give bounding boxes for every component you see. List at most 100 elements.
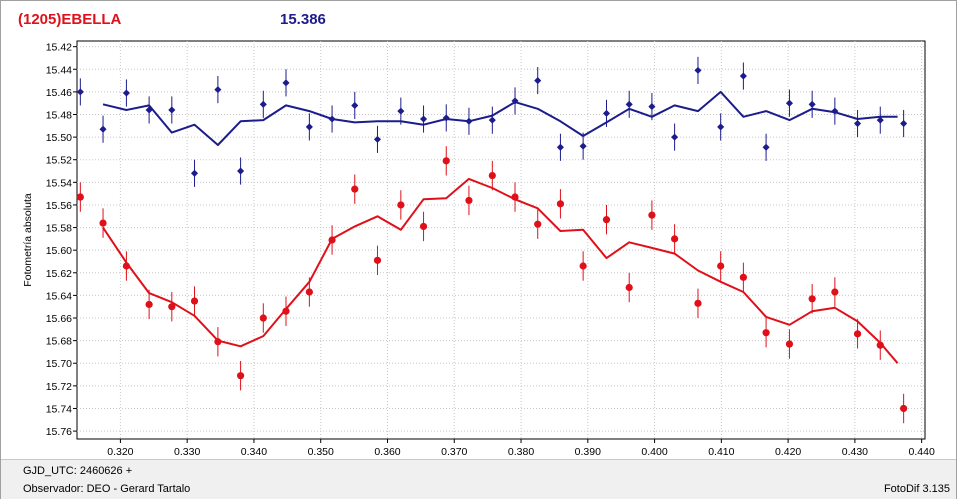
data-point — [145, 106, 153, 114]
y-tick-label: 15.46 — [46, 87, 72, 99]
data-point — [671, 235, 679, 243]
data-point — [282, 307, 290, 315]
data-point — [579, 142, 587, 150]
data-point — [145, 300, 153, 309]
y-tick-label: 15.42 — [46, 42, 72, 54]
data-point — [648, 211, 656, 219]
y-tick-label: 15.72 — [46, 381, 72, 393]
data-point — [328, 115, 336, 123]
y-tick-label: 15.52 — [46, 155, 72, 167]
data-point — [694, 66, 702, 74]
fit-line — [102, 90, 898, 146]
data-point — [694, 299, 702, 307]
data-point — [305, 123, 313, 131]
x-tick-label: 0.410 — [708, 446, 734, 458]
data-point — [373, 256, 382, 264]
data-point — [99, 219, 107, 227]
magnitude-value: 15.386 — [280, 11, 326, 28]
data-point — [762, 143, 770, 151]
data-point — [671, 133, 679, 141]
data-point — [236, 372, 245, 380]
data-point — [442, 157, 450, 165]
x-tick-labels: 0.320 0.330 0.340 0.350 0.360 0.370 0.380 0.390… — [107, 446, 935, 458]
data-point — [579, 262, 587, 270]
data-point — [900, 404, 908, 413]
data-point — [853, 330, 862, 338]
y-tick-label: 15.74 — [46, 403, 72, 415]
data-point — [305, 288, 313, 296]
data-point — [717, 262, 725, 270]
data-point — [831, 288, 839, 296]
data-point — [420, 115, 428, 123]
y-tick-label: 15.68 — [46, 336, 72, 348]
data-point — [762, 329, 770, 337]
data-point — [419, 222, 428, 231]
x-tick-label: 0.390 — [575, 446, 601, 458]
data-point — [76, 193, 84, 201]
data-point — [351, 185, 359, 193]
data-point — [785, 340, 794, 348]
data-point — [739, 273, 747, 281]
y-tick-label: 15.64 — [46, 290, 72, 302]
data-point — [351, 101, 359, 109]
data-point — [534, 77, 542, 85]
series-0 — [76, 56, 908, 187]
data-point — [168, 106, 176, 114]
x-tick-label: 0.420 — [775, 446, 801, 458]
y-tick-labels: 15.42 15.44 15.46 15.48 15.50 15.52 15.54 15.56… — [46, 42, 72, 438]
x-tick-label: 0.330 — [174, 446, 200, 458]
x-tick-label: 0.320 — [107, 446, 133, 458]
data-point — [373, 135, 382, 143]
series-layer — [76, 56, 908, 424]
data-point — [237, 167, 245, 175]
x-tick-label: 0.440 — [909, 446, 935, 458]
x-tick-label: 0.430 — [842, 446, 868, 458]
y-tick-label: 15.44 — [46, 64, 72, 76]
data-point — [511, 97, 519, 105]
fit-line — [102, 177, 899, 364]
data-point — [556, 200, 565, 208]
x-tick-label: 0.360 — [374, 446, 400, 458]
data-point — [122, 262, 131, 270]
data-point — [214, 338, 222, 346]
data-point — [282, 79, 290, 87]
data-point — [602, 109, 611, 117]
data-point — [831, 107, 839, 115]
y-tick-label: 15.66 — [46, 313, 72, 325]
star-name-title: (1205)EBELLA — [18, 11, 122, 28]
data-point — [465, 117, 473, 125]
data-point — [76, 88, 84, 96]
y-tick-label: 15.76 — [46, 426, 72, 438]
data-point — [808, 295, 816, 303]
data-point — [900, 120, 908, 128]
data-point — [442, 114, 450, 122]
y-tick-label: 15.70 — [46, 358, 72, 370]
data-point — [328, 236, 336, 244]
data-point — [259, 314, 267, 322]
software-version: FotoDif 3.135 — [883, 483, 950, 495]
data-point — [465, 196, 473, 205]
data-point — [739, 72, 747, 80]
data-point — [397, 201, 405, 209]
light-curve-chart: 15.42 15.44 15.46 15.48 15.50 15.52 15.54 15.56… — [22, 40, 935, 458]
data-point — [876, 116, 884, 124]
y-tick-label: 15.60 — [46, 245, 72, 257]
data-point — [625, 283, 633, 292]
y-tick-label: 15.54 — [46, 177, 72, 189]
y-tick-label: 15.56 — [46, 200, 72, 212]
data-point — [602, 216, 611, 224]
data-point — [168, 303, 176, 311]
plot-area — [76, 40, 926, 440]
data-point — [648, 103, 656, 111]
data-point — [556, 143, 564, 151]
data-point — [717, 123, 725, 131]
x-tick-label: 0.370 — [441, 446, 467, 458]
x-tick-label: 0.400 — [641, 446, 667, 458]
y-tick-label: 15.48 — [46, 109, 72, 121]
data-point — [488, 116, 496, 124]
y-tick-label: 15.50 — [46, 132, 72, 144]
data-point — [488, 171, 496, 180]
data-point — [808, 100, 816, 108]
data-point — [190, 169, 199, 177]
data-point — [876, 341, 884, 349]
